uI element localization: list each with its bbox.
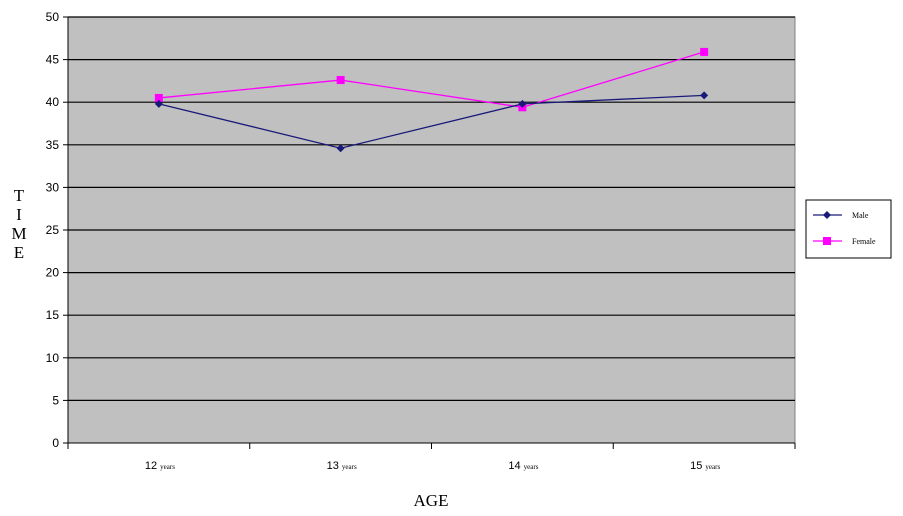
data-point-male bbox=[518, 99, 527, 108]
y-axis-title: T I M E bbox=[11, 186, 26, 262]
data-point-male bbox=[336, 144, 345, 153]
y-tick-label: 35 bbox=[46, 138, 60, 152]
series-line-male bbox=[158, 94, 705, 149]
legend-label-female: Female bbox=[852, 237, 876, 246]
series-male bbox=[154, 91, 709, 153]
legend-marker-female bbox=[823, 237, 831, 245]
legend-marker-male bbox=[823, 211, 831, 219]
y-tick-label: 25 bbox=[46, 223, 60, 237]
y-tick-label: 45 bbox=[46, 53, 60, 67]
x-tick-label: 12 years bbox=[145, 460, 175, 472]
legend-items: Male Female bbox=[813, 211, 876, 246]
data-point-male bbox=[700, 91, 709, 100]
series-lines bbox=[154, 47, 709, 153]
y-axis-ticks: 0 5 10 15 20 25 30 35 40 45 50 bbox=[46, 10, 68, 450]
x-tick-label: 14 years bbox=[508, 460, 538, 472]
legend-label-male: Male bbox=[852, 211, 869, 220]
y-tick-label: 30 bbox=[46, 180, 60, 194]
x-tick-label: 15 years bbox=[690, 460, 720, 472]
legend: Male Female bbox=[805, 199, 892, 259]
y-tick-label: 40 bbox=[46, 95, 60, 109]
y-tick-label: 50 bbox=[46, 10, 60, 24]
y-axis-title-letter: E bbox=[14, 243, 24, 262]
y-tick-label: 10 bbox=[46, 351, 60, 365]
gridlines bbox=[68, 16, 795, 401]
data-point-female bbox=[700, 47, 709, 56]
x-axis-ticks: 12 years 13 years 14 years 15 years bbox=[67, 443, 796, 472]
y-axis-title-letter: M bbox=[11, 224, 26, 243]
y-tick-label: 0 bbox=[52, 436, 59, 450]
y-tick-label: 5 bbox=[52, 393, 59, 407]
data-point-female bbox=[336, 76, 345, 85]
y-axis-title-letter: T bbox=[14, 186, 25, 205]
y-tick-label: 15 bbox=[46, 308, 60, 322]
y-axis-title-letter: I bbox=[16, 205, 22, 224]
series-line-female bbox=[158, 51, 705, 108]
x-tick-label: 13 years bbox=[327, 460, 357, 472]
data-point-female bbox=[154, 93, 163, 102]
x-axis-title: AGE bbox=[414, 491, 449, 510]
legend-box bbox=[805, 199, 892, 259]
data-point-male bbox=[154, 99, 163, 108]
y-tick-label: 20 bbox=[46, 266, 60, 280]
